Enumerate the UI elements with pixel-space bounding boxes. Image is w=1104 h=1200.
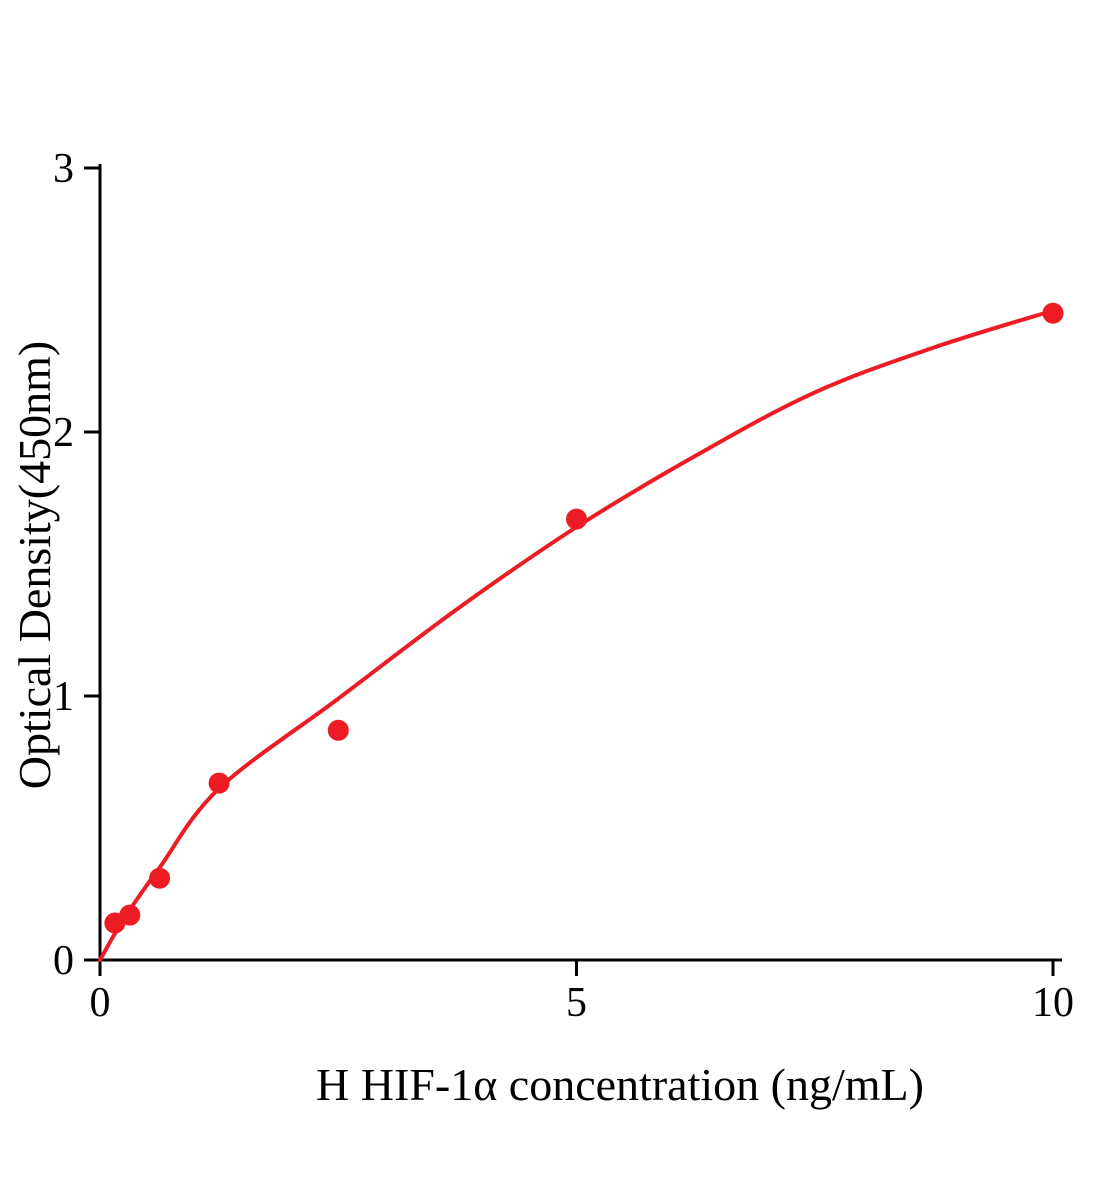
data-point [327, 719, 349, 741]
x-tick-label: 0 [90, 980, 111, 1026]
y-tick-label: 0 [53, 938, 74, 984]
data-point [119, 904, 141, 926]
x-tick-label: 5 [566, 980, 587, 1026]
fit-curve [98, 308, 1055, 962]
data-point [208, 772, 230, 794]
x-axis-title: H HIF-1α concentration (ng/mL) [316, 1059, 924, 1110]
data-point [566, 508, 587, 530]
x-tick-label: 10 [1032, 980, 1074, 1026]
y-tick-label: 2 [53, 410, 74, 456]
data-point [149, 867, 171, 889]
plot-area: 0 5 10 0 1 2 3 [53, 146, 1074, 1026]
y-axis-title: Optical Density(450nm) [9, 341, 60, 789]
y-tick-label: 1 [53, 674, 74, 720]
data-point [1042, 302, 1064, 324]
y-tick-label: 3 [53, 146, 74, 192]
